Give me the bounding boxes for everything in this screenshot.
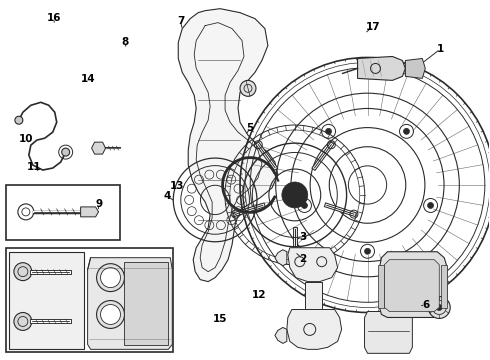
Circle shape xyxy=(428,297,450,319)
Text: 1: 1 xyxy=(437,44,444,54)
Text: 17: 17 xyxy=(366,22,380,32)
Circle shape xyxy=(240,80,256,96)
Text: 5: 5 xyxy=(246,123,253,133)
FancyBboxPatch shape xyxy=(6,248,173,352)
Text: 3: 3 xyxy=(299,232,306,242)
Polygon shape xyxy=(288,248,338,282)
Circle shape xyxy=(100,305,121,324)
Circle shape xyxy=(15,116,23,124)
Polygon shape xyxy=(275,250,287,266)
Polygon shape xyxy=(379,252,447,318)
Circle shape xyxy=(14,263,32,280)
Text: 7: 7 xyxy=(177,17,184,27)
Text: 6: 6 xyxy=(422,300,429,310)
Polygon shape xyxy=(358,57,405,80)
Text: 12: 12 xyxy=(251,291,266,301)
Circle shape xyxy=(325,129,332,134)
Text: 9: 9 xyxy=(95,199,102,210)
Polygon shape xyxy=(378,265,385,307)
Polygon shape xyxy=(305,282,322,310)
Text: 13: 13 xyxy=(170,181,184,192)
Polygon shape xyxy=(441,265,447,307)
Polygon shape xyxy=(92,142,105,154)
Polygon shape xyxy=(178,9,278,282)
Text: 8: 8 xyxy=(122,37,129,47)
Text: 10: 10 xyxy=(19,134,34,144)
Text: 15: 15 xyxy=(212,314,227,324)
Polygon shape xyxy=(385,260,439,311)
Polygon shape xyxy=(365,311,413,353)
Polygon shape xyxy=(88,258,172,349)
Text: 2: 2 xyxy=(299,254,306,264)
Circle shape xyxy=(14,312,32,330)
Text: 4: 4 xyxy=(163,191,171,201)
Circle shape xyxy=(100,268,121,288)
Circle shape xyxy=(97,301,124,328)
Text: 14: 14 xyxy=(80,74,95,84)
Circle shape xyxy=(97,264,124,292)
Circle shape xyxy=(282,182,308,208)
FancyBboxPatch shape xyxy=(6,185,121,240)
Circle shape xyxy=(436,305,442,310)
Polygon shape xyxy=(405,58,425,78)
Polygon shape xyxy=(275,328,287,343)
Polygon shape xyxy=(287,310,342,349)
Polygon shape xyxy=(124,262,168,345)
Text: 11: 11 xyxy=(27,162,41,172)
Circle shape xyxy=(62,148,70,156)
Text: 16: 16 xyxy=(47,13,61,23)
Polygon shape xyxy=(81,207,98,217)
Circle shape xyxy=(428,202,434,208)
Circle shape xyxy=(301,202,307,208)
Circle shape xyxy=(403,129,410,134)
Circle shape xyxy=(365,248,370,254)
FancyBboxPatch shape xyxy=(9,252,84,349)
